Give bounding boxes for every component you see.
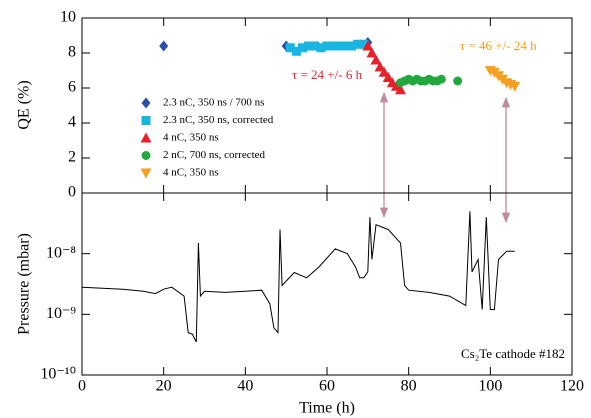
point xyxy=(285,43,295,53)
legend-label: 2 nC, 700 ns, corrected xyxy=(163,149,266,161)
x-axis-label: Time (h) xyxy=(299,400,355,417)
point xyxy=(310,41,320,51)
y-axis-label: QE (%) xyxy=(16,80,33,129)
legend-label: 4 nC, 350 ns xyxy=(163,167,219,179)
point xyxy=(340,41,350,51)
point xyxy=(378,66,390,77)
x-tick-label: 40 xyxy=(237,378,253,395)
y-tick-label: 10⁻¹⁰ xyxy=(40,366,76,383)
point xyxy=(370,54,382,65)
point xyxy=(316,43,326,53)
y-tick-label: 6 xyxy=(68,79,76,96)
annotation: τ = 46 +/- 24 h xyxy=(460,38,537,53)
legend-label: 4 nC, 350 ns xyxy=(163,132,219,144)
point xyxy=(140,168,152,179)
y-tick-label: 10 xyxy=(60,9,76,26)
point xyxy=(322,41,332,51)
point xyxy=(362,40,374,51)
x-tick-label: 80 xyxy=(401,378,417,395)
pressure-line xyxy=(81,211,515,343)
y-tick-label: 4 xyxy=(68,114,76,131)
x-tick-label: 100 xyxy=(478,378,502,395)
y-tick-label: 10⁻⁸ xyxy=(46,244,76,261)
point xyxy=(366,47,378,58)
x-tick-label: 0 xyxy=(78,378,86,395)
point xyxy=(509,81,521,92)
point xyxy=(140,132,152,143)
annotation: Cs₂Te cathode #182 xyxy=(461,346,565,361)
point xyxy=(436,74,446,84)
x-tick-label: 20 xyxy=(156,378,172,395)
y-tick-label: 10⁻⁹ xyxy=(46,305,76,322)
x-tick-label: 120 xyxy=(560,378,584,395)
point xyxy=(328,41,338,51)
point xyxy=(304,41,314,51)
point xyxy=(353,39,363,49)
point xyxy=(291,46,301,56)
legend-label: 2.3 nC, 350 ns / 700 ns xyxy=(163,97,264,109)
point xyxy=(334,41,344,51)
point xyxy=(374,61,386,72)
legend-label: 2.3 nC, 350 ns, corrected xyxy=(163,114,274,126)
y-axis-label: Pressure (mbar) xyxy=(16,233,33,335)
y-tick-label: 0 xyxy=(68,184,76,201)
point xyxy=(141,97,151,109)
point xyxy=(453,76,463,86)
y-tick-label: 2 xyxy=(68,149,76,166)
point xyxy=(141,151,151,160)
point xyxy=(359,39,369,49)
point xyxy=(298,43,307,53)
x-tick-label: 60 xyxy=(319,378,335,395)
point xyxy=(382,72,394,82)
point xyxy=(141,116,151,125)
y-tick-label: 8 xyxy=(68,44,76,61)
point xyxy=(159,40,169,52)
point xyxy=(395,84,406,95)
point xyxy=(347,41,356,51)
annotation: τ = 24 +/- 6 h xyxy=(292,67,363,82)
